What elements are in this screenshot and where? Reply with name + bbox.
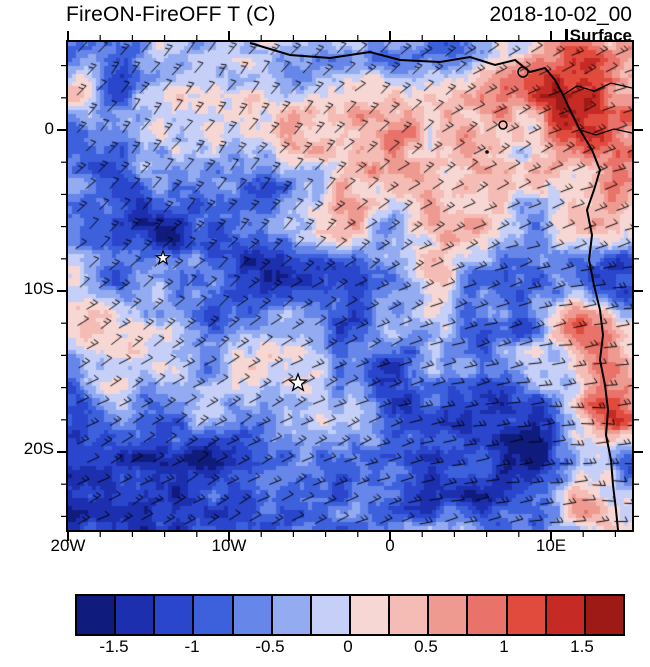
colorbar-cell xyxy=(350,596,391,634)
star-marker-2 xyxy=(287,372,309,392)
colorbar-label: 1.5 xyxy=(570,637,594,656)
colorbar-cell xyxy=(116,596,156,634)
island-outline xyxy=(498,120,508,130)
colorbar-cell xyxy=(272,596,312,634)
level-tick-icon xyxy=(564,28,568,44)
colorbar-label: 0.5 xyxy=(414,637,438,656)
colorbar-cell xyxy=(585,596,623,634)
colorbar-cell xyxy=(155,596,195,634)
y-tick-label-0: 0 xyxy=(44,119,54,138)
colorbar-cell xyxy=(468,596,508,634)
colorbar-cell xyxy=(233,596,273,634)
colorbar-cell xyxy=(429,596,469,634)
colorbar-cell xyxy=(390,596,430,634)
colorbar-cell xyxy=(311,596,351,634)
map-panel xyxy=(66,40,634,532)
x-tick-label-20W: 20W xyxy=(50,536,86,555)
y-tick-label-10S: 10S xyxy=(23,279,54,298)
island-outline xyxy=(517,66,529,78)
colorbar-cell xyxy=(194,596,234,634)
colorbar-label: -1.5 xyxy=(99,637,129,656)
x-tick-label-10W: 10W xyxy=(211,536,247,555)
colorbar-cell xyxy=(77,596,117,634)
x-tick-label-10E: 10E xyxy=(535,536,567,555)
colorbar-cell xyxy=(546,596,586,634)
colorbar-label: -0.5 xyxy=(255,637,285,656)
plot-title: FireON-FireOFF T (C) xyxy=(66,3,276,26)
temperature-field-canvas xyxy=(68,42,632,530)
x-tick-label-0: 0 xyxy=(385,536,395,555)
colorbar-label: 1 xyxy=(499,637,509,656)
star-marker-1 xyxy=(154,249,172,266)
colorbar-cell xyxy=(507,596,547,634)
coastline-overlay xyxy=(154,42,632,530)
timestamp-label: 2018-10-02_00 xyxy=(489,3,632,26)
y-tick-label-20S: 20S xyxy=(23,439,54,458)
island-dot xyxy=(485,150,489,154)
colorbar-label: 0 xyxy=(343,637,353,656)
colorbar xyxy=(75,594,625,636)
colorbar-label: -1 xyxy=(184,637,200,656)
